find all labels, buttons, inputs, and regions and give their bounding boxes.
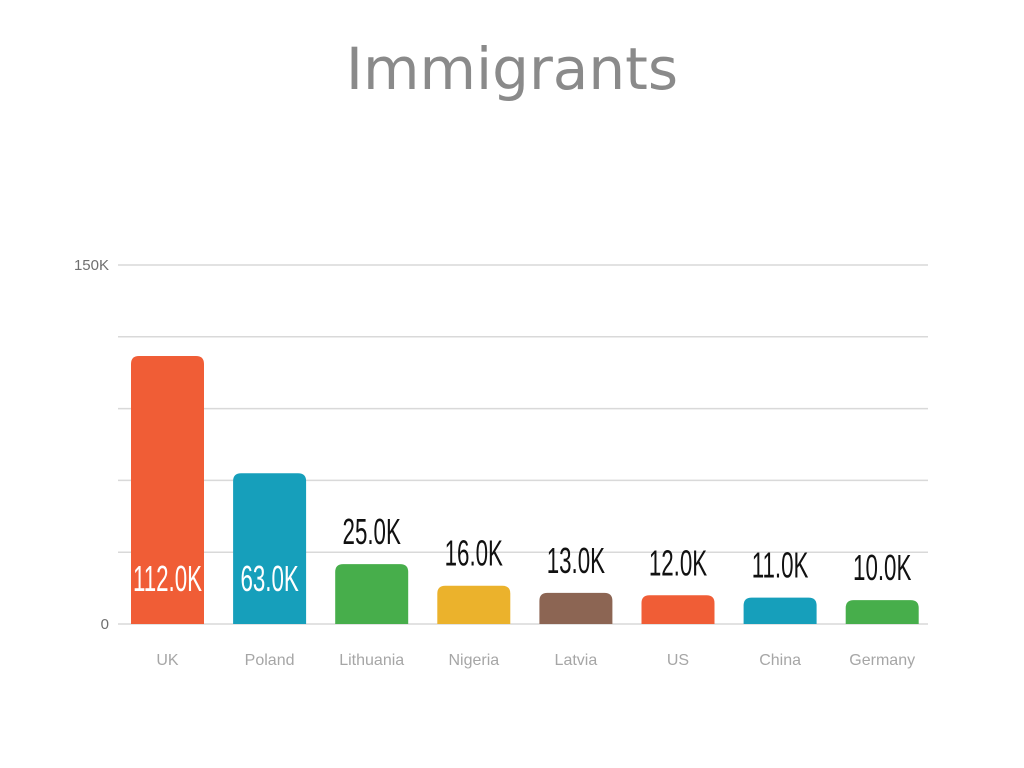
data-labels: 112.0K 63.0K 25.0K 16.0K 13.0K 12.0K 11.0K 10.0… [133,513,911,599]
data-label: 10.0K [853,549,911,589]
bar-lithuania [335,564,409,624]
x-tick-label: US [667,652,689,669]
x-tick-label: Germany [849,652,915,669]
data-label: 63.0K [240,560,298,600]
data-label: 13.0K [547,542,605,582]
x-tick-label: UK [156,652,179,669]
x-tick-label: China [759,652,801,669]
data-label: 12.0K [649,544,707,584]
bar-us [641,595,715,624]
bar-poland [233,473,307,624]
data-label: 11.0K [752,546,809,586]
data-label: 25.0K [343,513,401,553]
category-labels: UK Poland Lithuania Nigeria Latvia US China Ger… [156,652,915,669]
chart-title: Immigrants [346,35,678,103]
bar-latvia [539,592,613,624]
x-tick-label: Nigeria [448,652,499,669]
y-tick-label: 150K [74,257,109,274]
data-label: 112.0K [133,560,202,600]
data-label: 16.0K [445,534,503,574]
bar-uk [131,355,204,624]
bar-germany [845,600,919,624]
x-tick-label: Latvia [555,652,598,669]
y-axis-ticks: 0 150K [74,257,109,633]
bars [131,355,919,624]
x-tick-label: Lithuania [339,652,404,669]
bar-nigeria [437,585,511,624]
bar-china [743,597,817,624]
x-tick-label: Poland [245,652,295,669]
y-tick-label: 0 [101,616,109,633]
